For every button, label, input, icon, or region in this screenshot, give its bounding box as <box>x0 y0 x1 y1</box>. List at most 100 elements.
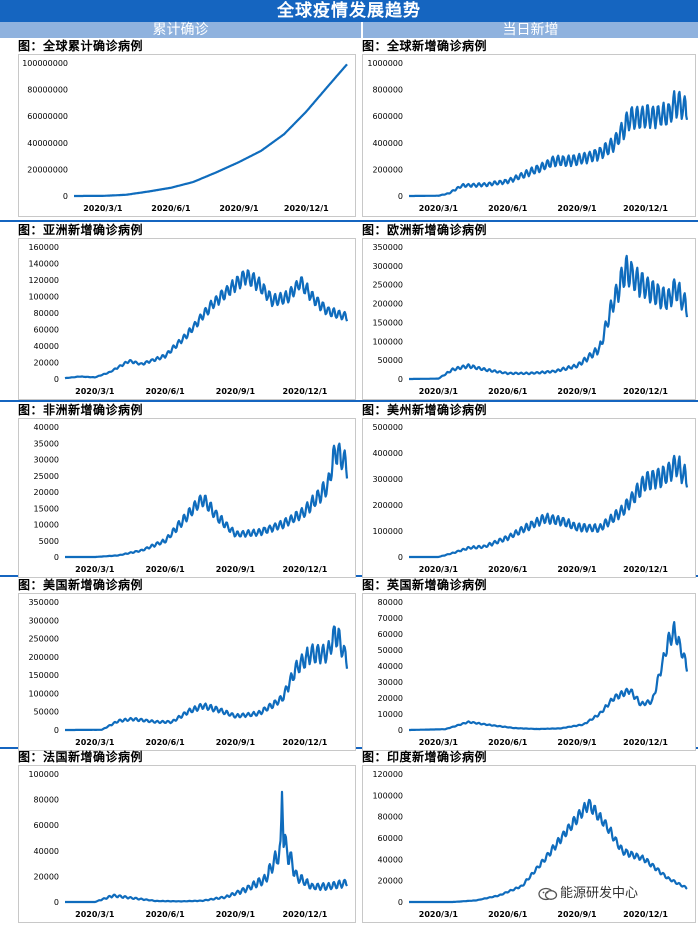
watermark-text: 能源研发中心 <box>560 886 639 901</box>
x-tick-label: 2020/3/1 <box>75 738 115 747</box>
y-tick-label: 10000 <box>34 521 59 530</box>
y-tick-label: 100000 <box>28 689 59 698</box>
y-tick-label: 100000 <box>372 527 403 536</box>
x-tick-label: 2020/9/1 <box>216 738 256 747</box>
y-tick-label: 60000000 <box>27 112 68 121</box>
y-tick-label: 40000000 <box>27 139 68 148</box>
chart-title: 图：美州新增确诊病例 <box>362 403 488 417</box>
y-tick-label: 20000 <box>34 359 59 368</box>
chart-frame: 0 50000 100000 150000 200000 250000 300000 3500… <box>18 593 356 751</box>
series-line <box>408 254 689 381</box>
y-tick-label: 80000 <box>34 309 59 318</box>
y-tick-label: 60000 <box>34 326 59 335</box>
y-tick-label: 100000 <box>372 337 403 346</box>
chart-title: 图：亚洲新增确诊病例 <box>18 223 144 237</box>
chart-frame: 0 20000 40000 60000 80000 100000 2020/3/1 2020/… <box>18 765 356 923</box>
x-tick-label: 2020/12/1 <box>283 565 328 574</box>
y-tick-label: 140000 <box>28 260 59 269</box>
y-tick-label: 0 <box>398 898 403 907</box>
x-tick-label: 2020/9/1 <box>557 738 597 747</box>
row-separator <box>0 220 698 222</box>
chart-title: 图：印度新增确诊病例 <box>362 750 488 764</box>
y-tick-label: 600000 <box>372 112 403 121</box>
chart-title: 图：欧洲新增确诊病例 <box>362 223 488 237</box>
x-tick-label: 2020/12/1 <box>283 910 328 919</box>
chart-americas-daily: 图：美州新增确诊病例 0 100000 200000 300000 400000 50000… <box>362 402 696 580</box>
x-tick-label: 2020/12/1 <box>623 738 668 747</box>
y-tick-label: 0 <box>54 898 59 907</box>
x-tick-label: 2020/6/1 <box>488 204 528 213</box>
x-tick-label: 2020/3/1 <box>83 204 123 213</box>
chart-title: 图：全球累计确诊病例 <box>18 39 144 53</box>
chart-france-daily: 图：法国新增确诊病例 0 20000 40000 60000 80000 100000 202… <box>18 749 356 925</box>
x-tick-label: 2020/12/1 <box>623 565 668 574</box>
y-tick-label: 100000 <box>28 293 59 302</box>
chart-svg: 0 100000 200000 300000 400000 500000 2020/3/1 2… <box>372 423 689 574</box>
x-tick-label: 2020/6/1 <box>145 738 185 747</box>
chart-africa-daily: 图：非洲新增确诊病例 0 5000 10000 15000 20000 25000 30000… <box>18 402 356 580</box>
chart-usa-daily: 图：美国新增确诊病例 0 50000 100000 150000 200000 250000… <box>18 577 356 753</box>
y-tick-label: 0 <box>398 375 403 384</box>
x-tick-label: 2020/9/1 <box>557 204 597 213</box>
chart-frame: 0 10000 20000 30000 40000 50000 60000 70000 8000… <box>362 593 696 751</box>
y-tick-label: 0 <box>63 192 68 201</box>
x-tick-label: 2020/6/1 <box>145 565 185 574</box>
series-line <box>73 63 348 198</box>
series-line <box>64 790 348 904</box>
series-line <box>64 269 349 380</box>
x-tick-label: 2020/6/1 <box>145 387 185 396</box>
chart-frame: 0 100000 200000 300000 400000 500000 2020/3/1 2… <box>362 418 696 578</box>
y-tick-label: 200000 <box>372 300 403 309</box>
chart-title: 图：美国新增确诊病例 <box>18 578 144 592</box>
y-tick-label: 120000 <box>372 770 403 779</box>
y-tick-label: 350000 <box>28 598 59 607</box>
wechat-icon <box>538 887 558 901</box>
x-tick-label: 2020/6/1 <box>488 565 528 574</box>
y-tick-label: 80000 <box>378 813 403 822</box>
y-tick-label: 25000 <box>34 472 59 481</box>
y-tick-label: 20000 <box>34 872 59 881</box>
chart-svg: 0 20000 40000 60000 80000 100000 2020/3/1 2020/… <box>28 770 348 919</box>
y-tick-label: 20000000 <box>27 165 68 174</box>
x-tick-label: 2020/12/1 <box>623 387 668 396</box>
x-tick-label: 2020/3/1 <box>419 910 459 919</box>
y-tick-label: 20000 <box>378 877 403 886</box>
y-tick-label: 0 <box>54 553 59 562</box>
y-tick-label: 60000 <box>34 821 59 830</box>
x-tick-label: 2020/12/1 <box>284 204 329 213</box>
column-header-daily: 当日新增 <box>363 22 698 38</box>
y-tick-label: 800000 <box>372 86 403 95</box>
series-line <box>408 90 689 198</box>
y-tick-label: 40000 <box>34 847 59 856</box>
x-tick-label: 2020/3/1 <box>419 204 459 213</box>
x-tick-label: 2020/12/1 <box>283 387 328 396</box>
chart-frame: 0 50000 100000 150000 200000 250000 300000 3500… <box>362 238 696 400</box>
x-tick-label: 2020/9/1 <box>216 565 256 574</box>
y-tick-label: 60000 <box>378 630 403 639</box>
y-tick-label: 5000 <box>39 537 59 546</box>
x-tick-label: 2020/6/1 <box>488 910 528 919</box>
x-tick-label: 2020/12/1 <box>283 738 328 747</box>
series-line <box>408 621 689 732</box>
y-tick-label: 200000 <box>372 501 403 510</box>
y-tick-label: 400000 <box>372 449 403 458</box>
y-tick-label: 0 <box>398 553 403 562</box>
y-tick-label: 100000 <box>28 770 59 779</box>
y-tick-label: 10000 <box>378 710 403 719</box>
y-tick-label: 150000 <box>372 318 403 327</box>
y-tick-label: 40000 <box>34 342 59 351</box>
chart-svg: 0 20000000 40000000 60000000 80000000 1000000… <box>22 59 348 213</box>
x-tick-label: 2020/6/1 <box>488 738 528 747</box>
y-tick-label: 200000 <box>372 165 403 174</box>
chart-title: 图：非洲新增确诊病例 <box>18 403 144 417</box>
y-tick-label: 100000000 <box>22 59 68 68</box>
x-tick-label: 2020/3/1 <box>419 738 459 747</box>
x-tick-label: 2020/6/1 <box>151 204 191 213</box>
x-tick-label: 2020/6/1 <box>145 910 185 919</box>
y-tick-label: 70000 <box>378 614 403 623</box>
x-tick-label: 2020/9/1 <box>219 204 259 213</box>
x-tick-label: 2020/9/1 <box>557 910 597 919</box>
page-title: 全球疫情发展趋势 <box>0 0 698 22</box>
y-tick-label: 50000 <box>34 708 59 717</box>
column-header-cumulative: 累计确诊 <box>0 22 361 38</box>
